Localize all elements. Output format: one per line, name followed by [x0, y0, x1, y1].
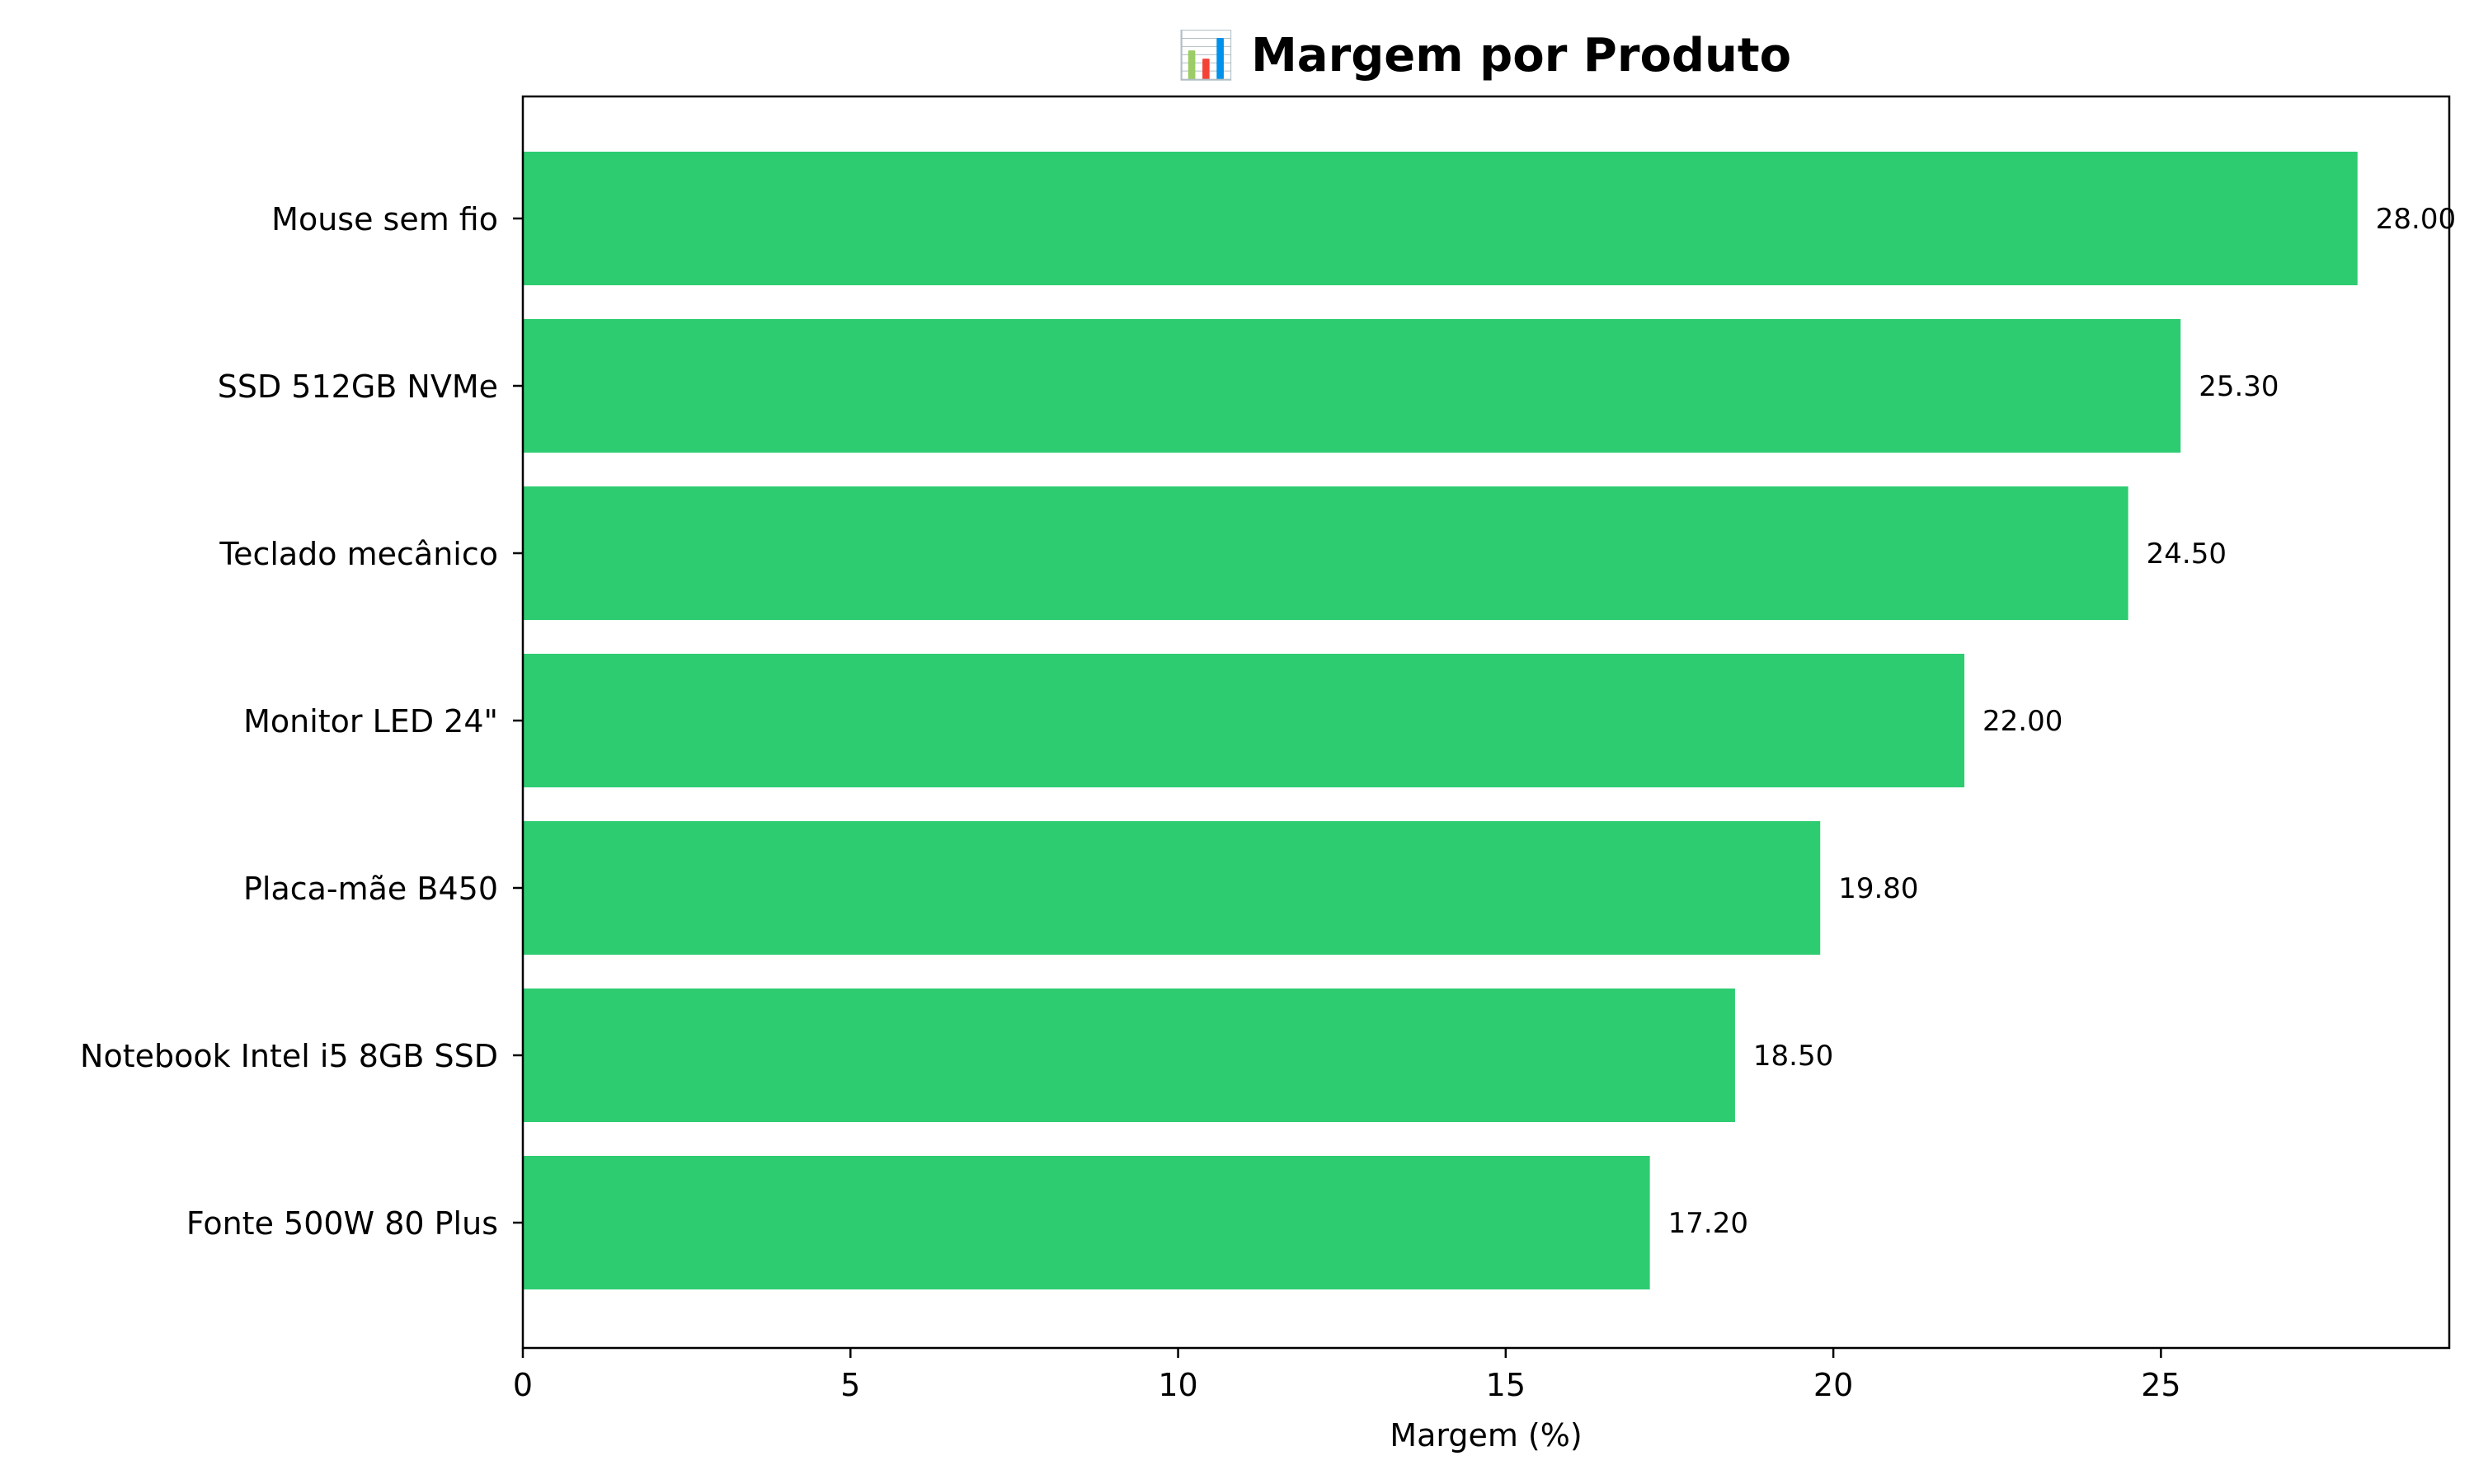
x-tick-label-3: 15	[1486, 1367, 1526, 1403]
bar-3	[523, 654, 1965, 787]
x-tick-label-4: 20	[1813, 1367, 1853, 1403]
y-tick-label-5: Notebook Intel i5 8GB SSD	[80, 1038, 498, 1074]
bar-5	[523, 989, 1735, 1122]
data-label-1: 25.30	[2199, 370, 2279, 403]
y-tick-label-3: Monitor LED 24"	[243, 703, 498, 740]
x-axis-label: Margem (%)	[1390, 1417, 1582, 1453]
data-label-2: 24.50	[2147, 538, 2227, 571]
chart-title: 📊 Margem por Produto	[1178, 29, 1791, 82]
x-tick-label-5: 25	[2141, 1367, 2180, 1403]
plot-frame	[521, 95, 2451, 1350]
bar-2	[523, 486, 2128, 620]
bar-6	[523, 1156, 1650, 1289]
data-label-5: 18.50	[1753, 1040, 1833, 1073]
data-label-0: 28.00	[2376, 203, 2456, 236]
x-tick-label-1: 5	[840, 1367, 860, 1403]
y-tick-label-6: Fonte 500W 80 Plus	[186, 1205, 498, 1242]
y-tick-label-0: Mouse sem fio	[271, 201, 498, 237]
bar-0	[523, 152, 2358, 285]
x-tick-label-0: 0	[513, 1367, 533, 1403]
x-tick-label-2: 10	[1158, 1367, 1197, 1403]
y-tick-label-4: Placa-mãe B450	[243, 871, 498, 907]
bar-1	[523, 319, 2181, 453]
data-label-6: 17.20	[1668, 1207, 1748, 1240]
y-tick-label-1: SSD 512GB NVMe	[218, 369, 498, 405]
data-label-3: 22.00	[1982, 705, 2062, 738]
y-tick-label-2: Teclado mecânico	[219, 536, 498, 572]
bar-4	[523, 821, 1821, 955]
data-label-4: 19.80	[1838, 872, 1918, 905]
